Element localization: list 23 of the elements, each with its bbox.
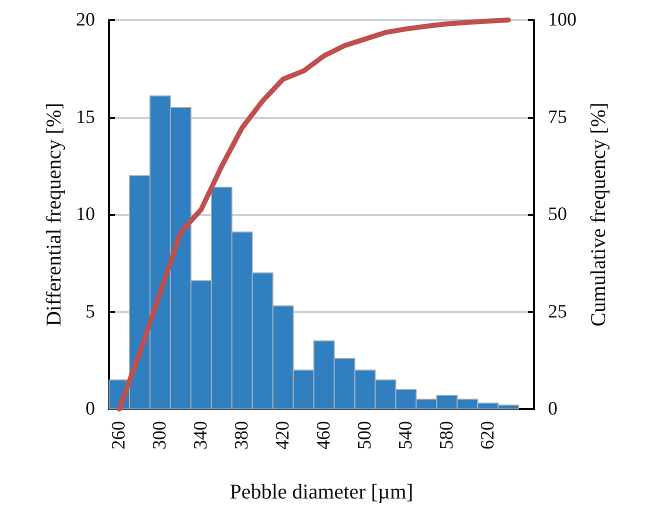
y2-tick-label: 75 [548, 106, 567, 128]
x-tick-label: 420 [272, 421, 294, 450]
x-tick-label: 340 [190, 421, 212, 450]
x-tick-label: 620 [477, 421, 498, 450]
x-tick-label: 580 [436, 421, 458, 450]
y-tick-label: 0 [86, 398, 95, 420]
y-tick-label: 15 [76, 106, 95, 128]
x-tick-label: 460 [314, 421, 335, 450]
y2-tick-label: 100 [548, 10, 576, 30]
x-tick-label: 380 [232, 421, 253, 450]
y-tick-label: 10 [76, 204, 95, 225]
x-tick-label: 260 [108, 421, 130, 450]
x-tick-label: 300 [150, 421, 171, 450]
x-tick-label: 540 [395, 421, 416, 450]
y2-tick-label: 25 [548, 301, 567, 322]
x-tick-label: 500 [354, 421, 376, 450]
y-tick-label: 20 [76, 10, 95, 30]
x-axis-title: Pebble diameter [µm] [230, 480, 414, 504]
y-axis-title: Differential frequency [%] [42, 102, 66, 326]
y2-tick-label: 50 [548, 204, 567, 225]
y2-tick-label: 0 [548, 398, 558, 420]
y2-axis-title: Cumulative frequency [%] [586, 102, 610, 326]
y-tick-label: 5 [86, 301, 95, 322]
